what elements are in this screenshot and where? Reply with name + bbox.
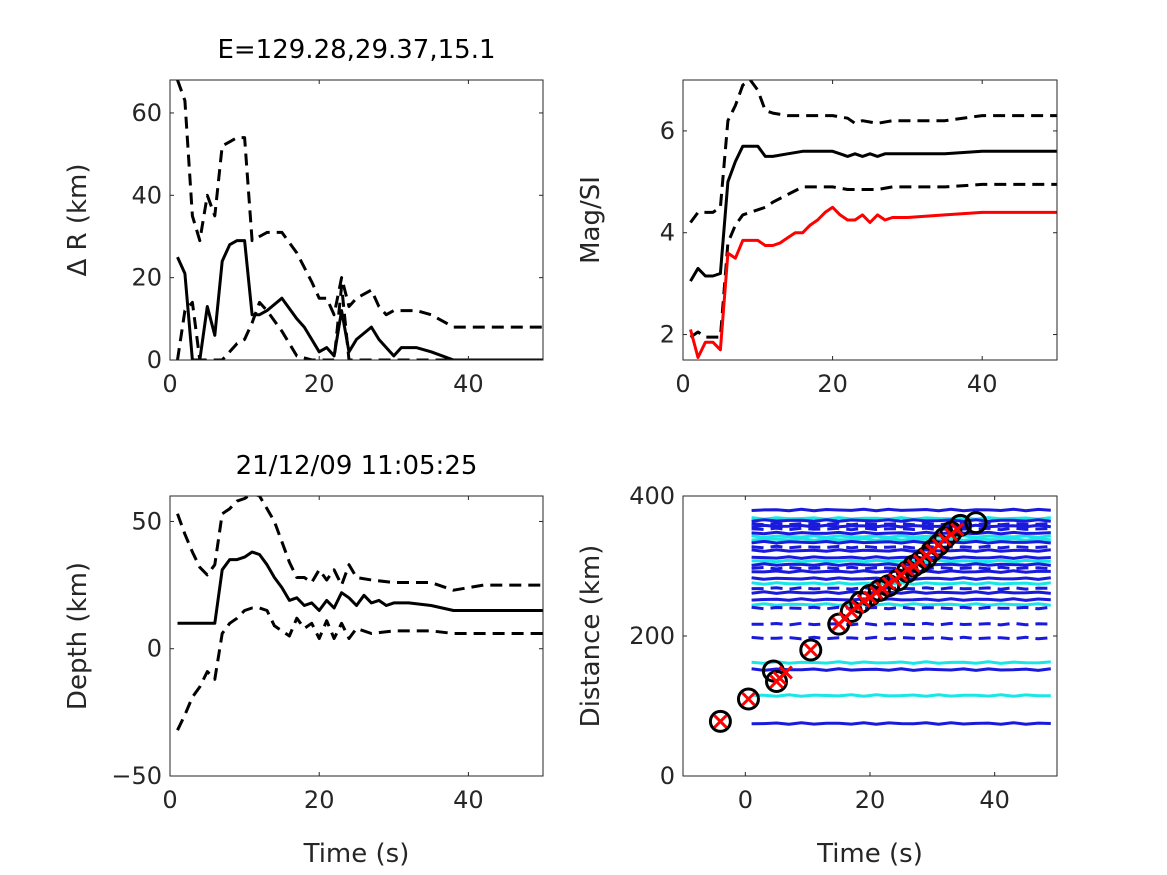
x-tick-label: 20 [304,786,335,814]
blue-dashed-line-2 [751,621,1051,627]
y-tick-label: 400 [629,482,675,510]
blue-dashed-line-7 [751,526,1051,532]
plot-area [176,496,543,731]
blue-solid-line-14 [751,507,1051,513]
blue-dashed-line-3 [751,605,1051,611]
series-line-1 [177,550,543,625]
cross-marker [713,714,728,729]
x-tick-label: 0 [162,786,177,814]
cyan-line-3 [751,602,1051,607]
cross-marker [741,691,756,707]
blue-solid-line-8 [751,555,1051,560]
y-tick-label: 50 [131,507,162,535]
y-axis-label: Depth (km) [63,562,93,710]
series-line-2 [689,80,1057,224]
x-axis-label: Time (s) [816,839,923,869]
y-tick-label: 40 [131,181,162,209]
blue-dashed-line-1 [751,635,1051,641]
x-tick-label: 40 [967,370,998,398]
plot-area [176,80,543,360]
circle-marker [736,687,760,711]
x-tick-label: 0 [675,370,690,398]
series-line-2 [176,496,543,592]
plot-area [708,507,1051,733]
chart-title: 21/12/09 11:05:25 [236,451,478,481]
blue-solid-line-10 [751,539,1051,545]
series-line-1 [176,239,543,360]
x-tick-label: 40 [453,786,484,814]
y-axis-label: Distance (km) [576,545,606,728]
y-tick-label: −50 [111,762,162,790]
cyan-line-7 [751,534,1051,539]
series-line-3 [689,182,1057,339]
cyan-line-6 [751,537,1051,542]
blue-solid-line-13 [751,518,1051,523]
panel-2: 0 20 40 2 4 6 Mag/SI [576,79,1058,398]
blue-solid-line-1 [751,721,1051,726]
series-line-3 [176,606,543,731]
cyan-line-1 [751,693,1051,698]
blue-solid-line-4 [751,590,1051,595]
axes-box [169,495,544,777]
blue-solid-line-9 [751,548,1051,553]
y-tick-label: 200 [629,622,675,650]
y-tick-label: 2 [660,321,675,349]
x-tick-label: 20 [817,370,848,398]
cross-marker [778,665,793,680]
x-axis-label: Time (s) [303,839,410,869]
y-tick-label: 6 [660,117,675,145]
cross-marker [803,642,818,658]
y-tick-label: 0 [660,762,675,790]
axes-box [682,79,1058,361]
y-tick-label: 60 [131,99,162,127]
cross-marker [950,522,965,537]
blue-solid-line-3 [751,597,1051,602]
circle-marker [708,709,732,733]
x-tick-label: 20 [304,370,335,398]
cyan-line-2 [751,660,1051,665]
y-axis-label: Δ R (km) [63,163,93,276]
y-tick-label: 4 [660,219,675,247]
axes-box [169,79,544,361]
cyan-line-5 [751,558,1051,564]
y-tick-label: 0 [147,635,162,663]
blue-solid-line-12 [751,523,1051,529]
x-tick-label: 40 [453,370,484,398]
y-axis-label: Mag/SI [576,176,606,264]
blue-dashed-line-4 [751,586,1051,591]
series-line-1 [689,144,1057,282]
x-tick-label: 20 [855,786,886,814]
blue-solid-line-11 [751,530,1051,536]
plot-area [689,80,1057,359]
blue-dashed-line-5 [751,565,1051,571]
x-tick-label: 40 [979,786,1010,814]
series-line-4 [689,205,1057,359]
y-tick-label: 0 [147,346,162,374]
x-tick-label: 0 [162,370,177,398]
series-line-2 [176,80,543,329]
blue-solid-line-2 [751,667,1051,672]
panel-1: 0 20 40 0 20 40 60 E=129.28,29.37,15.1 Δ R (km) [63,35,544,398]
circle-marker [964,511,988,535]
cyan-line-4 [751,581,1051,586]
x-tick-label: 0 [738,786,753,814]
y-tick-label: 20 [131,264,162,292]
blue-dashed-line-6 [751,544,1051,550]
circle-marker [765,670,788,693]
circle-marker [948,513,972,537]
chart-title: E=129.28,29.37,15.1 [217,35,495,65]
circle-marker [799,638,823,662]
